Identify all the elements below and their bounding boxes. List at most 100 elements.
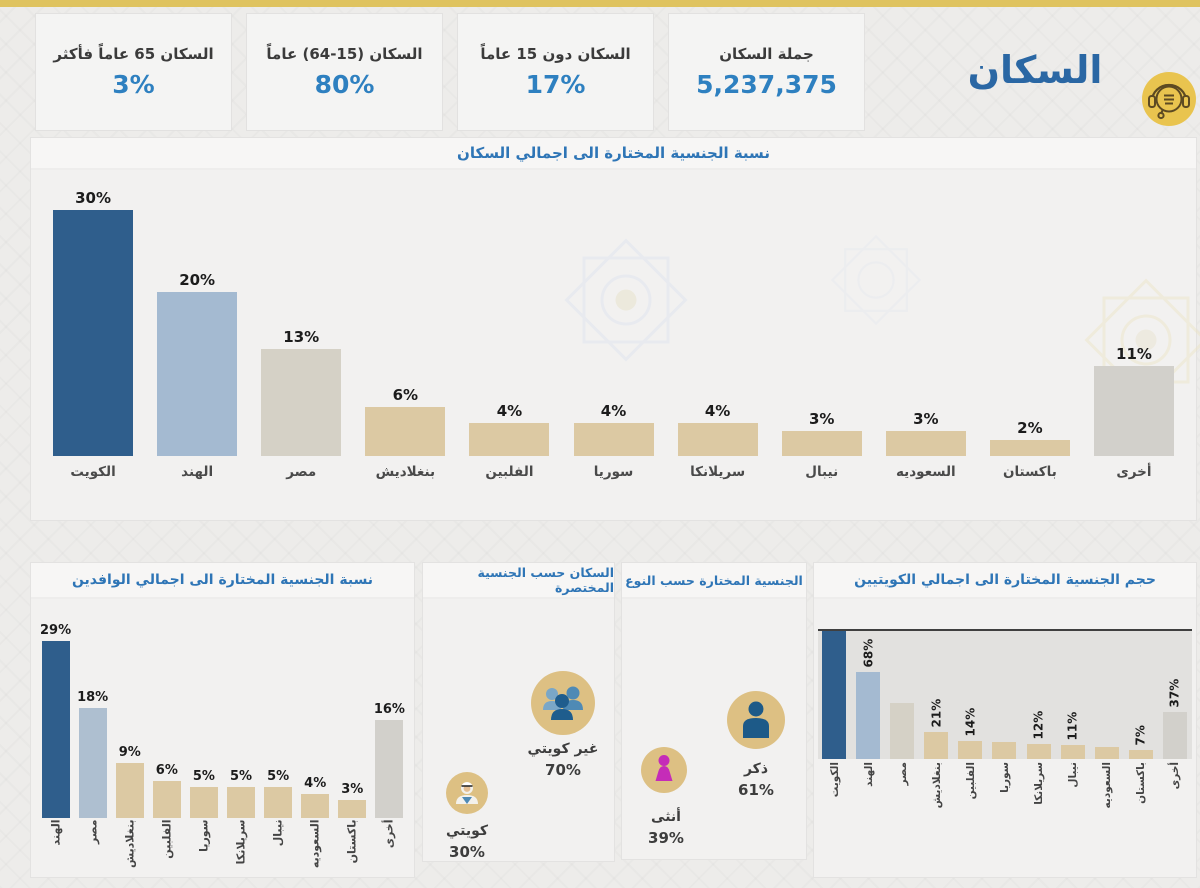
non-kuwaiti-group-icon[interactable] <box>531 671 595 735</box>
bar-3[interactable] <box>365 407 446 456</box>
axis-label-8: السعوديه <box>895 464 956 480</box>
bar-0[interactable] <box>41 641 70 818</box>
axis-label-2: بنغلاديش <box>123 819 137 869</box>
bar-1[interactable] <box>157 292 238 456</box>
bar-7[interactable] <box>301 794 330 818</box>
bar-column-7: 11% <box>1060 631 1086 759</box>
card-value: 80% <box>314 70 375 99</box>
bar-3[interactable] <box>152 781 181 818</box>
bar-2[interactable] <box>890 703 915 759</box>
bar-6[interactable] <box>1026 744 1051 759</box>
bar-column-6: 5% <box>260 769 297 818</box>
card-value: 3% <box>112 70 155 99</box>
stat-value: 39% <box>648 829 684 847</box>
kuwaitis-bar-chart: حجم الجنسية المختارة الى اجمالي الكويتيي… <box>814 563 1196 877</box>
bar-column-5: 4% <box>561 402 665 456</box>
bar-5[interactable] <box>573 423 654 456</box>
bar-0[interactable] <box>53 210 134 456</box>
bar-2[interactable] <box>115 763 144 818</box>
bar-value-label: 29% <box>39 623 72 638</box>
chart-title: حجم الجنسية المختارة الى اجمالي الكويتيي… <box>814 563 1196 599</box>
card-value: 17% <box>525 70 586 99</box>
icon-stat-body: ذكر 61% أنثى 39% <box>622 599 806 859</box>
bar-10[interactable] <box>1093 366 1174 456</box>
bar-value-label: 4% <box>600 402 627 420</box>
main-bar-chart: 30% 20% 13% 6% 4% 4% 4% 3% 3% 2% 11% الكويت الهند مص… <box>31 170 1200 522</box>
bar-4[interactable] <box>189 787 218 818</box>
bar-3[interactable] <box>924 732 949 759</box>
card-label: جملة السكان <box>719 45 814 63</box>
bar-6[interactable] <box>264 787 293 818</box>
bar-7[interactable] <box>1060 745 1085 759</box>
x-axis-labels: الهند مصر بنغلاديش الفلبين سوريا سريلانكا نيبا… <box>37 819 408 879</box>
axis-label-1: الهند <box>181 464 214 480</box>
bar-4[interactable] <box>469 423 550 456</box>
bar-8[interactable] <box>885 431 966 456</box>
bar-value-label: 68% <box>861 638 876 668</box>
card-population-15-64[interactable]: السكان (15-64) عاماً 80% <box>246 13 443 131</box>
icon-stat-body: غير كويتي 70% كويتي 30% <box>423 599 614 861</box>
axis-label-9: باكستان <box>1002 464 1057 480</box>
chart-title: السكان حسب الجنسية المختصرة <box>423 563 614 599</box>
bar-9[interactable] <box>1128 750 1153 759</box>
female-icon[interactable] <box>641 747 687 793</box>
card-population-under-15[interactable]: السكان دون 15 عاماً 17% <box>457 13 654 131</box>
bar-1[interactable] <box>78 708 107 818</box>
bar-0[interactable] <box>822 631 846 759</box>
bar-1[interactable] <box>856 672 881 759</box>
support-chat-icon[interactable] <box>1138 68 1200 130</box>
bar-column-7: 3% <box>770 410 874 456</box>
bar-value-label: 4% <box>704 402 731 420</box>
bar-column-2: 9% <box>111 745 148 818</box>
bar-5[interactable] <box>227 787 256 818</box>
bar-column-10: 11% <box>1082 345 1186 456</box>
card-total-population[interactable]: جملة السكان 5,237,375 <box>668 13 865 131</box>
bar-value-label: 4% <box>496 402 523 420</box>
bar-column-5: 5% <box>222 769 259 818</box>
axis-label-3: الفلبين <box>160 819 174 859</box>
bar-value-label: 11% <box>1116 345 1152 363</box>
chart-title: الجنسية المختارة حسب النوع <box>622 563 806 599</box>
male-icon[interactable] <box>727 691 785 749</box>
stat-value: 30% <box>449 843 485 861</box>
bar-value-label: 5% <box>267 769 290 784</box>
bar-8[interactable] <box>338 800 367 818</box>
bar-value-label: 13% <box>283 328 320 346</box>
axis-label-5: سوريا <box>998 762 1011 793</box>
card-population-65-plus[interactable]: السكان 65 عاماً فأكثر 3% <box>35 13 232 131</box>
x-axis-labels: الكويت الهند مصر بنغلاديش الفلبين سوريا سريلان… <box>41 464 1186 484</box>
bar-value-label: 16% <box>373 702 405 717</box>
bar-10[interactable] <box>1162 712 1187 759</box>
bar-value-label: 14% <box>963 707 978 737</box>
stat-value: 70% <box>545 761 581 779</box>
panel-nationality-to-kuwaitis: حجم الجنسية المختارة الى اجمالي الكويتيي… <box>813 562 1197 878</box>
kuwaiti-person-icon[interactable] <box>446 772 488 814</box>
panel-population-by-short-nationality: السكان حسب الجنسية المختصرة غير كويتي 70… <box>422 562 615 862</box>
bar-value-label: 6% <box>155 763 178 778</box>
female-stat: أنثى 39% <box>624 807 708 850</box>
bar-7[interactable] <box>781 431 862 456</box>
bar-9[interactable] <box>375 720 404 818</box>
top-accent-bar <box>0 0 1200 7</box>
bar-5[interactable] <box>992 742 1017 759</box>
bar-2[interactable] <box>261 349 342 456</box>
bar-column-4: 14% <box>958 631 983 759</box>
bar-8[interactable] <box>1094 747 1119 759</box>
axis-label-8: باكستان <box>345 819 359 864</box>
bar-4[interactable] <box>958 741 983 759</box>
axis-label-9: أخرى <box>382 819 396 849</box>
axis-label-6: نيبال <box>271 819 285 847</box>
panel-nationality-to-expats: نسبة الجنسية المختارة الى اجمالي الوافدي… <box>30 562 415 878</box>
bar-6[interactable] <box>677 423 758 456</box>
axis-label-10: أخرى <box>1116 464 1152 480</box>
bar-value-label: 20% <box>179 271 216 289</box>
bar-value-label: 3% <box>808 410 835 428</box>
bar-value-label: 3% <box>341 782 364 797</box>
axis-label-7: السعوديه <box>308 819 322 869</box>
bar-column-5 <box>992 631 1017 759</box>
summary-cards: السكان 65 عاماً فأكثر 3% السكان (15-64) … <box>35 13 865 131</box>
bar-column-0 <box>822 631 847 759</box>
bar-9[interactable] <box>989 440 1070 456</box>
stat-value: 61% <box>738 781 774 799</box>
